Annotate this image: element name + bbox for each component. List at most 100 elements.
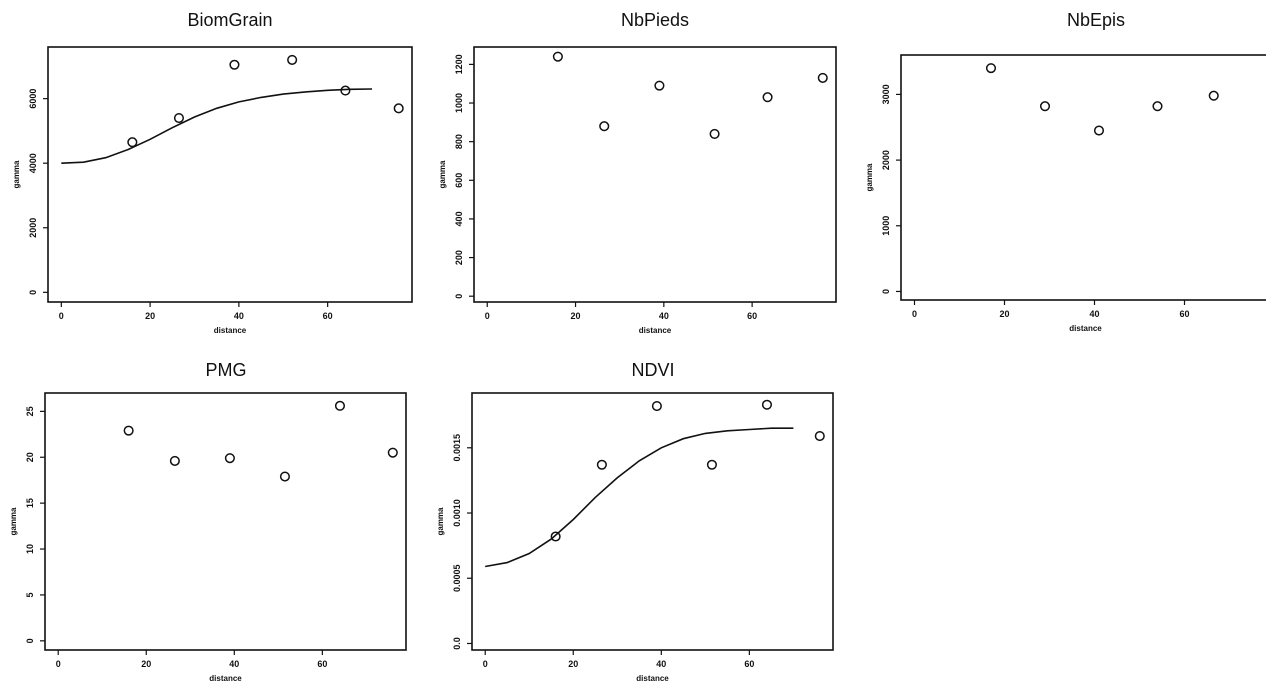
plot-frame — [47, 46, 413, 303]
y-tick-label: 200 — [454, 250, 464, 265]
y-tick-label: 0.0 — [452, 637, 462, 650]
plot-frame — [44, 392, 407, 651]
y-tick-label: 0 — [881, 289, 891, 294]
x-axis-label: distance — [214, 326, 247, 335]
data-point — [229, 59, 240, 70]
y-tick-label: 1000 — [881, 216, 891, 236]
panel-pmg: PMG 0 20 40 60 0 5 10 15 20 25 distance gamma — [9, 360, 407, 683]
data-point — [654, 80, 665, 91]
x-tick-label: 0 — [485, 311, 490, 321]
data-point — [1093, 125, 1105, 136]
y-tick-label: 20 — [25, 452, 35, 462]
data-point — [599, 121, 610, 132]
data-point — [334, 400, 346, 411]
x-tick-label: 20 — [145, 311, 155, 321]
data-point — [340, 85, 351, 96]
x-tick-label: 60 — [323, 311, 333, 321]
data-point — [173, 112, 185, 124]
x-tick-label: 60 — [747, 311, 757, 321]
data-point — [761, 399, 773, 410]
x-axis-label: distance — [639, 326, 672, 335]
y-tick-label: 0.0005 — [452, 564, 462, 592]
data-point — [596, 459, 607, 470]
y-axis-label: gamma — [438, 160, 447, 189]
plot-frame — [471, 392, 834, 651]
panel-ndvi: NDVI 0 20 40 60 0.0 0.0005 0.0010 0.0015 distance… — [436, 360, 834, 683]
x-axis-label: distance — [636, 674, 669, 683]
data-point — [985, 63, 997, 74]
x-tick-label: 0 — [483, 659, 488, 669]
y-tick-label: 0.0010 — [452, 499, 462, 527]
plot-frame — [900, 54, 1266, 301]
x-tick-label: 60 — [317, 659, 327, 669]
panel-title: NDVI — [631, 360, 674, 380]
y-tick-label: 10 — [25, 544, 35, 554]
data-point — [706, 459, 717, 470]
plot-frame — [473, 46, 837, 303]
x-tick-label: 40 — [229, 659, 239, 669]
data-point — [552, 51, 563, 62]
x-tick-label: 20 — [141, 659, 151, 669]
y-tick-label: 0 — [25, 638, 35, 643]
x-tick-label: 60 — [1179, 309, 1189, 319]
data-point — [762, 92, 773, 103]
panel-title: BiomGrain — [187, 10, 272, 30]
fitted-curve — [61, 88, 373, 164]
y-tick-label: 2000 — [28, 218, 38, 238]
x-tick-label: 60 — [744, 659, 754, 669]
y-tick-label: 800 — [454, 134, 464, 149]
x-tick-label: 20 — [571, 311, 581, 321]
x-tick-label: 40 — [1089, 309, 1099, 319]
y-axis-label: gamma — [436, 507, 445, 536]
data-point — [387, 447, 398, 458]
x-tick-label: 20 — [568, 659, 578, 669]
x-tick-label: 40 — [656, 659, 666, 669]
y-axis-label: gamma — [9, 507, 18, 536]
data-point — [817, 72, 828, 83]
x-axis-label: distance — [209, 674, 242, 683]
y-tick-label: 5 — [25, 592, 35, 597]
y-axis-label: gamma — [12, 160, 21, 189]
data-point — [709, 128, 720, 139]
y-tick-label: 2000 — [881, 150, 891, 170]
data-point — [1152, 101, 1163, 112]
panel-title: PMG — [205, 360, 246, 380]
panel-title: NbEpis — [1067, 10, 1125, 30]
y-tick-label: 1000 — [454, 93, 464, 113]
data-point — [169, 455, 180, 466]
x-axis-label: distance — [1069, 324, 1102, 333]
data-point — [123, 425, 134, 436]
x-tick-label: 40 — [234, 311, 244, 321]
data-point — [1208, 90, 1219, 101]
data-point — [127, 137, 138, 148]
x-tick-label: 40 — [659, 311, 669, 321]
x-tick-label: 0 — [59, 311, 64, 321]
data-point — [287, 54, 298, 65]
y-tick-label: 600 — [454, 173, 464, 188]
x-tick-label: 0 — [912, 309, 917, 319]
data-point — [393, 103, 404, 114]
y-tick-label: 25 — [25, 406, 35, 416]
y-tick-label: 6000 — [28, 89, 38, 109]
y-tick-label: 0 — [28, 290, 38, 295]
data-point — [814, 431, 825, 442]
panel-biomgrain: BiomGrain 0 20 40 60 0 2000 4000 6000 distance gam… — [12, 10, 413, 335]
fitted-curve — [485, 427, 794, 568]
y-tick-label: 1200 — [454, 54, 464, 74]
panel-title: NbPieds — [621, 10, 689, 30]
panel-nbepis: NbEpis 0 20 40 60 0 1000 2000 3000 distance gamma — [865, 10, 1266, 333]
y-tick-label: 0 — [454, 294, 464, 299]
data-point — [224, 453, 235, 464]
y-tick-label: 0.0015 — [452, 434, 462, 462]
y-axis-label: gamma — [865, 163, 874, 192]
data-point — [651, 400, 662, 412]
y-tick-label: 3000 — [881, 84, 891, 104]
y-tick-label: 15 — [25, 498, 35, 508]
y-tick-label: 4000 — [28, 153, 38, 173]
data-point — [1039, 101, 1051, 112]
y-tick-label: 400 — [454, 211, 464, 226]
x-tick-label: 0 — [56, 659, 61, 669]
data-point — [550, 531, 561, 542]
